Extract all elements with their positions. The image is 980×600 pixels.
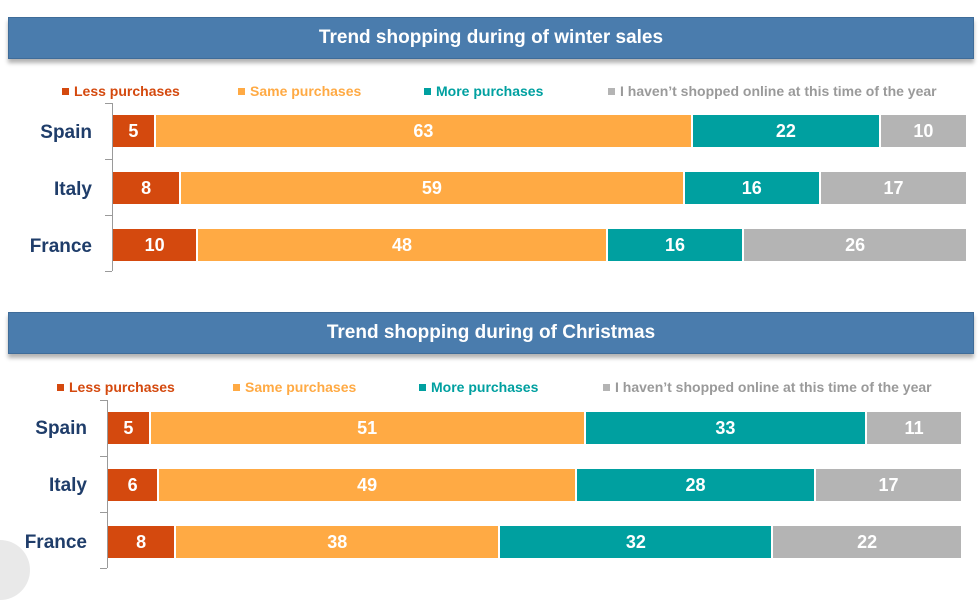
bar-value-label: 28 bbox=[685, 474, 706, 495]
bar-segment-more-spain: 22 bbox=[693, 115, 881, 147]
legend-label-none: I haven’t shopped online at this time of… bbox=[620, 83, 937, 99]
legend-item-less: Less purchases bbox=[62, 83, 180, 99]
bar-segment-same-italy: 49 bbox=[159, 469, 578, 501]
bar-value-label: 49 bbox=[357, 474, 378, 495]
bar-value-label: 22 bbox=[857, 531, 878, 552]
bar-value-label: 8 bbox=[136, 531, 147, 552]
legend-swatch-same bbox=[233, 383, 240, 391]
legend-item-same: Same purchases bbox=[233, 379, 356, 395]
axis-tick bbox=[100, 400, 107, 401]
chart-title-banner: Trend shopping during of winter sales bbox=[8, 17, 974, 59]
category-axis bbox=[112, 103, 113, 271]
bar-segment-more-france: 32 bbox=[500, 526, 774, 558]
category-axis bbox=[107, 400, 108, 568]
bar-segment-none-france: 22 bbox=[773, 526, 961, 558]
axis-tick bbox=[105, 215, 112, 216]
bar-segment-same-spain: 51 bbox=[150, 412, 586, 444]
bar-value-label: 17 bbox=[883, 177, 904, 198]
bar-segment-less-italy: 6 bbox=[108, 469, 160, 501]
chart-title-banner: Trend shopping during of Christmas bbox=[8, 312, 974, 354]
bar-value-label: 8 bbox=[141, 177, 152, 198]
legend-swatch-more bbox=[419, 383, 426, 391]
bar-segment-less-france: 10 bbox=[113, 229, 199, 261]
legend-label-more: More purchases bbox=[431, 379, 539, 395]
axis-tick bbox=[100, 456, 107, 457]
bar-segment-none-spain: 10 bbox=[880, 115, 966, 147]
legend-swatch-less bbox=[62, 87, 69, 95]
legend-item-none: I haven’t shopped online at this time of… bbox=[603, 379, 932, 395]
bar-segment-none-italy: 17 bbox=[815, 469, 961, 501]
bar-value-label: 5 bbox=[123, 417, 134, 438]
chart-legend: Less purchases Same purchases More purch… bbox=[0, 83, 980, 103]
bar-value-label: 22 bbox=[775, 120, 796, 141]
bar-value-label: 11 bbox=[904, 417, 924, 438]
legend-label-more: More purchases bbox=[436, 83, 544, 99]
bar-value-label: 16 bbox=[664, 234, 685, 255]
chart-title: Trend shopping during of Christmas bbox=[326, 322, 656, 343]
bar-segment-same-spain: 63 bbox=[155, 115, 694, 147]
legend-item-less: Less purchases bbox=[57, 379, 175, 395]
row-label-spain: Spain bbox=[40, 122, 92, 143]
row-label-france: France bbox=[24, 532, 87, 553]
bar-value-label: 32 bbox=[625, 531, 646, 552]
bar-segment-less-spain: 5 bbox=[113, 115, 156, 147]
row-label-italy: Italy bbox=[53, 179, 92, 200]
bar-segment-none-italy: 17 bbox=[820, 172, 966, 204]
bar-value-label: 59 bbox=[421, 177, 442, 198]
row-label-france: France bbox=[29, 236, 92, 257]
legend-label-same: Same purchases bbox=[245, 379, 357, 395]
legend-item-none: I haven’t shopped online at this time of… bbox=[608, 83, 937, 99]
legend-swatch-none bbox=[608, 87, 615, 95]
bar-segment-less-spain: 5 bbox=[108, 412, 151, 444]
axis-tick bbox=[105, 103, 112, 104]
legend-label-same: Same purchases bbox=[250, 83, 362, 99]
legend-item-more: More purchases bbox=[419, 379, 538, 395]
bar-segment-same-france: 38 bbox=[176, 526, 501, 558]
bar-segment-more-italy: 16 bbox=[684, 172, 821, 204]
bar-value-label: 10 bbox=[913, 120, 934, 141]
bar-value-label: 16 bbox=[741, 177, 762, 198]
legend-label-less: Less purchases bbox=[69, 379, 175, 395]
axis-tick bbox=[105, 159, 112, 160]
bar-value-label: 26 bbox=[845, 234, 866, 255]
legend-label-none: I haven’t shopped online at this time of… bbox=[615, 379, 932, 395]
bar-segment-more-spain: 33 bbox=[585, 412, 868, 444]
bar-segment-same-italy: 59 bbox=[181, 172, 685, 204]
legend-item-same: Same purchases bbox=[238, 83, 361, 99]
bar-value-label: 38 bbox=[327, 531, 348, 552]
bar-value-label: 63 bbox=[413, 120, 434, 141]
row-label-spain: Spain bbox=[35, 418, 87, 439]
legend-swatch-more bbox=[424, 87, 431, 95]
bar-segment-more-france: 16 bbox=[607, 229, 745, 261]
bar-segment-none-spain: 11 bbox=[867, 412, 961, 444]
legend-swatch-less bbox=[57, 383, 64, 391]
bar-segment-same-france: 48 bbox=[198, 229, 608, 261]
bar-value-label: 33 bbox=[715, 417, 736, 438]
legend-swatch-same bbox=[238, 87, 245, 95]
bar-segment-none-france: 26 bbox=[744, 229, 966, 261]
bar-segment-less-france: 8 bbox=[108, 526, 177, 558]
bar-value-label: 51 bbox=[357, 417, 378, 438]
bar-value-label: 5 bbox=[128, 120, 139, 141]
legend-swatch-none bbox=[603, 383, 610, 391]
row-label-italy: Italy bbox=[48, 475, 87, 496]
bar-value-label: 48 bbox=[392, 234, 413, 255]
chart-legend: Less purchases Same purchases More purch… bbox=[0, 379, 980, 399]
legend-label-less: Less purchases bbox=[74, 83, 180, 99]
axis-tick bbox=[100, 568, 107, 569]
chart-title: Trend shopping during of winter sales bbox=[318, 27, 664, 48]
axis-tick bbox=[105, 271, 112, 272]
axis-tick bbox=[100, 512, 107, 513]
legend-item-more: More purchases bbox=[424, 83, 543, 99]
bar-segment-less-italy: 8 bbox=[113, 172, 182, 204]
bar-value-label: 10 bbox=[144, 234, 165, 255]
bar-value-label: 6 bbox=[127, 474, 138, 495]
bar-segment-more-italy: 28 bbox=[577, 469, 816, 501]
bar-value-label: 17 bbox=[878, 474, 899, 495]
